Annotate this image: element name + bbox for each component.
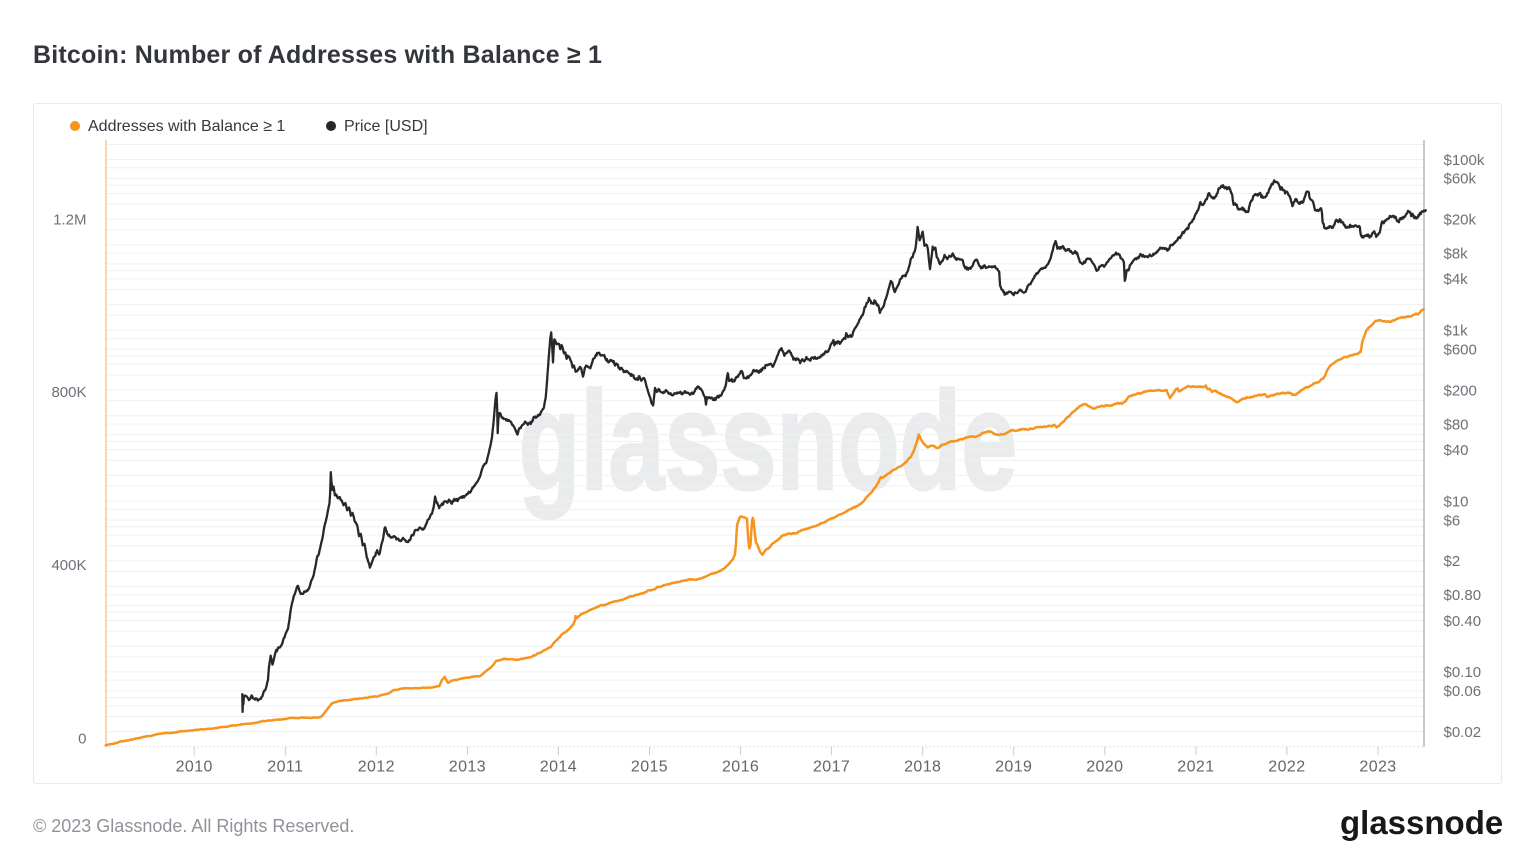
- svg-text:2023: 2023: [1359, 759, 1396, 776]
- svg-text:2016: 2016: [722, 759, 759, 776]
- svg-text:$600: $600: [1444, 342, 1477, 359]
- svg-text:400K: 400K: [51, 557, 86, 574]
- svg-text:2013: 2013: [449, 759, 486, 776]
- svg-text:2012: 2012: [358, 759, 395, 776]
- svg-text:2015: 2015: [631, 759, 668, 776]
- svg-text:$0.10: $0.10: [1444, 664, 1482, 681]
- svg-text:$6: $6: [1444, 512, 1461, 529]
- svg-text:$100k: $100k: [1444, 152, 1485, 169]
- svg-text:2010: 2010: [176, 759, 213, 776]
- svg-text:800K: 800K: [51, 384, 86, 401]
- svg-text:$1k: $1k: [1444, 323, 1469, 340]
- svg-text:$200: $200: [1444, 382, 1477, 399]
- svg-text:$0.02: $0.02: [1444, 724, 1482, 741]
- svg-text:$0.06: $0.06: [1444, 683, 1482, 700]
- svg-text:glassnode: glassnode: [519, 363, 1017, 519]
- svg-text:2019: 2019: [995, 759, 1032, 776]
- svg-text:0: 0: [78, 730, 86, 747]
- svg-text:$4k: $4k: [1444, 271, 1469, 288]
- svg-text:$20k: $20k: [1444, 212, 1477, 229]
- svg-text:2020: 2020: [1086, 759, 1123, 776]
- svg-text:$80: $80: [1444, 416, 1469, 433]
- svg-text:1.2M: 1.2M: [53, 211, 86, 228]
- svg-text:$10: $10: [1444, 493, 1469, 510]
- svg-text:2017: 2017: [813, 759, 850, 776]
- svg-text:$8k: $8k: [1444, 246, 1469, 263]
- svg-text:$0.80: $0.80: [1444, 587, 1482, 604]
- svg-text:$40: $40: [1444, 442, 1469, 459]
- svg-text:$60k: $60k: [1444, 171, 1477, 188]
- svg-text:2022: 2022: [1268, 759, 1305, 776]
- svg-text:2011: 2011: [267, 759, 303, 776]
- svg-text:2021: 2021: [1177, 759, 1214, 776]
- svg-text:$0.40: $0.40: [1444, 613, 1482, 630]
- svg-text:2018: 2018: [904, 759, 941, 776]
- svg-text:$2: $2: [1444, 553, 1461, 570]
- svg-text:2014: 2014: [540, 759, 577, 776]
